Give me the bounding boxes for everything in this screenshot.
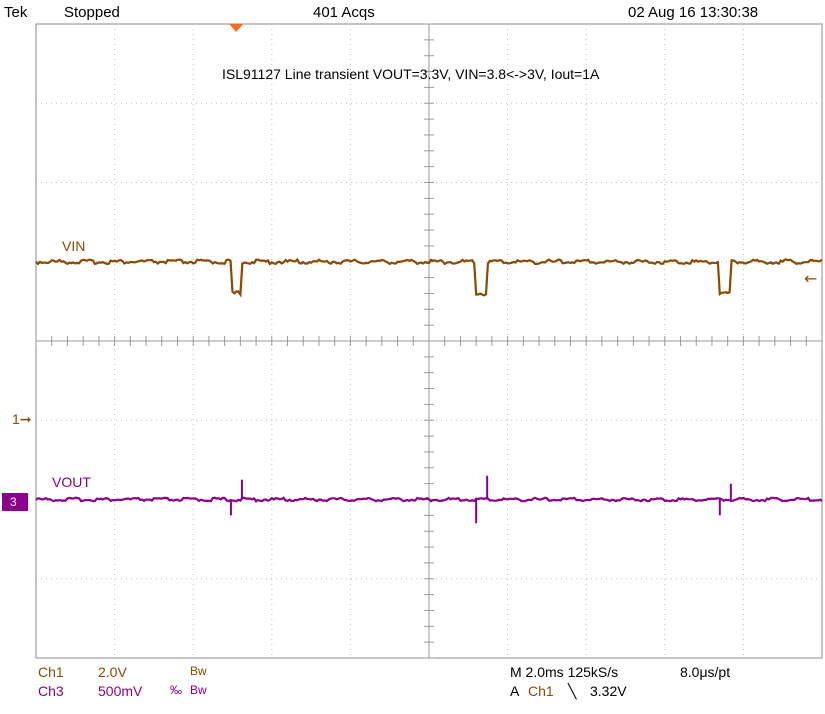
trigger-prefix: A — [510, 683, 520, 699]
ch1-marker-number: 1 — [12, 411, 20, 427]
ch1-ground-marker[interactable]: 1➞ — [12, 411, 32, 428]
vout-trace-label: VOUT — [52, 474, 91, 490]
trigger-source: Ch1 — [528, 683, 554, 699]
falling-edge-icon: ╲ — [568, 683, 577, 699]
ch3-ground-marker[interactable]: 3 — [2, 493, 28, 511]
ch3-bandwidth: Bw — [190, 683, 207, 697]
graticule — [35, 23, 823, 659]
invert-icon: ‰ — [170, 683, 182, 697]
trigger-level: 3.32V — [590, 683, 627, 699]
ch1-scale: 2.0V — [98, 664, 127, 680]
trigger-position-marker — [229, 24, 244, 32]
ch1-name: Ch1 — [38, 664, 64, 680]
traces: ← — [35, 257, 823, 524]
ch1-bandwidth: Bw — [190, 664, 207, 678]
ch3-marker-number: 3 — [10, 495, 17, 509]
acquisition-count: 401 Acqs — [313, 4, 375, 21]
chart-title: ISL91127 Line transient VOUT=3.3V, VIN=3… — [222, 66, 600, 82]
ch3-scale: 500mV — [98, 683, 143, 699]
vin-trace-label: VIN — [62, 238, 86, 254]
vout-trace — [35, 496, 823, 503]
acquisition-status: Stopped — [64, 4, 120, 21]
date-time: 02 Aug 16 13:30:38 — [628, 4, 759, 21]
vin-trace — [35, 257, 823, 298]
left-arrow-icon: ← — [804, 269, 817, 288]
right-arrow-icon: ➞ — [19, 411, 32, 427]
ch3-name: Ch3 — [38, 683, 64, 699]
timebase: M 2.0ms 125kS/s — [510, 664, 619, 680]
sample-interval: 8.0μs/pt — [680, 664, 731, 680]
brand-label: Tek — [4, 4, 28, 21]
